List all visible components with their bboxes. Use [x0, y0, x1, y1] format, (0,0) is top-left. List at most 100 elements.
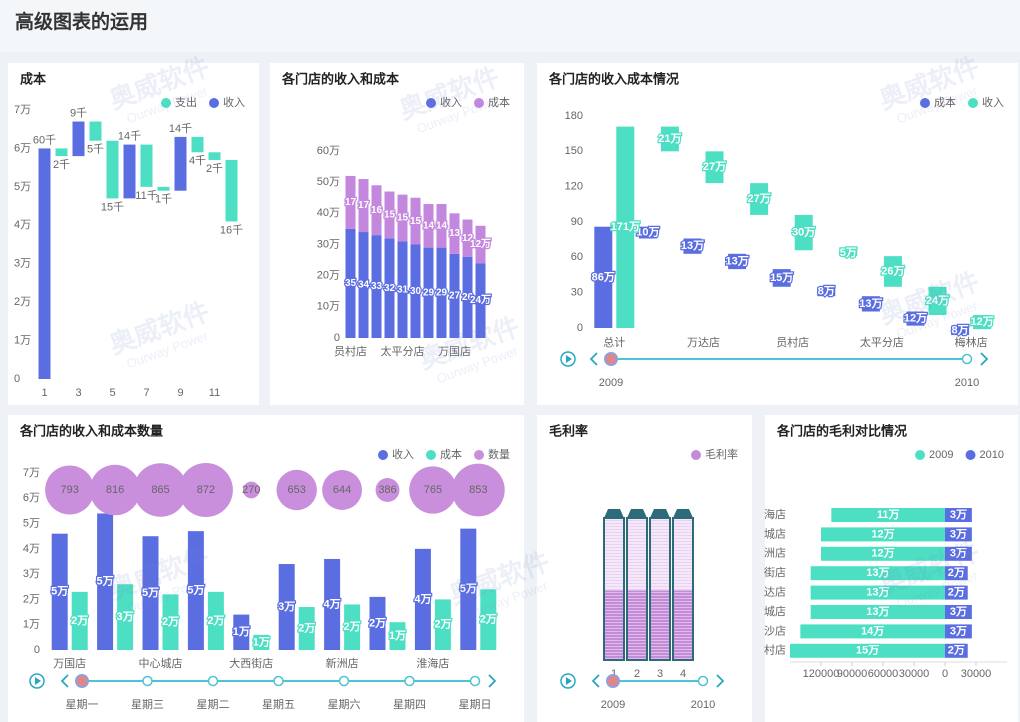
prev-button[interactable]	[60, 674, 69, 688]
timeline-point[interactable]	[697, 675, 709, 687]
legend-swatch[interactable]	[968, 98, 978, 108]
legend-swatch[interactable]	[426, 450, 436, 460]
bar	[162, 594, 179, 650]
bar	[951, 325, 970, 336]
data-label: 15	[384, 210, 396, 221]
timeline-label[interactable]: 星期五	[262, 698, 295, 711]
data-label: 5万	[187, 583, 204, 596]
data-label: 31	[397, 284, 409, 295]
data-label: 24万	[926, 294, 949, 307]
legend-label[interactable]: 成本	[934, 95, 956, 109]
data-label: 2万	[298, 621, 315, 634]
bar	[397, 241, 408, 338]
bubble	[133, 463, 188, 517]
bar	[89, 121, 102, 141]
timeline-current[interactable]	[606, 674, 620, 688]
legend-swatch[interactable]	[920, 98, 930, 108]
y-tick-label: 0	[34, 644, 40, 656]
legend-swatch[interactable]	[161, 98, 171, 108]
timeline-label[interactable]: 星期六	[328, 698, 361, 711]
data-label: 17	[358, 200, 370, 211]
bar	[790, 643, 945, 658]
timeline-point[interactable]	[404, 675, 415, 687]
timeline-point[interactable]	[207, 675, 219, 687]
play-icon[interactable]	[566, 677, 572, 685]
legend-swatch[interactable]	[426, 98, 436, 108]
panel: 各门店的收入和成本成本 收入 0 10万 20万 30万 40万 50万 60万员村店 太平分店万…	[270, 63, 524, 405]
legend-label[interactable]: 收入	[223, 95, 245, 109]
legend-swatch[interactable]	[474, 98, 484, 108]
legend-label[interactable]: 毛利率	[705, 447, 738, 461]
pencil-stripes	[627, 590, 647, 660]
timeline-label[interactable]: 2010	[955, 377, 979, 389]
legend-label[interactable]: 数量	[488, 448, 510, 461]
bar	[423, 247, 434, 338]
legend-label[interactable]: 成本	[440, 447, 462, 461]
timeline-point[interactable]	[338, 675, 350, 687]
legend-label[interactable]: 2009	[929, 449, 953, 461]
data-label: 2万	[434, 618, 451, 631]
legend-swatch[interactable]	[691, 450, 701, 460]
legend-label[interactable]: 2010	[980, 449, 1004, 461]
bar	[369, 596, 386, 650]
next-button[interactable]	[980, 352, 989, 366]
legend-label[interactable]: 收入	[392, 447, 414, 461]
legend-swatch[interactable]	[378, 450, 388, 460]
x-tick-label: 0	[942, 668, 948, 680]
data-label: 2千	[206, 162, 223, 175]
y-tick-label: 120	[565, 181, 583, 193]
panel-title: 毛利率	[549, 423, 588, 438]
timeline-label[interactable]: 星期日	[459, 698, 492, 711]
bar	[38, 148, 51, 379]
y-tick-label: 街店	[764, 565, 786, 579]
data-label: 853	[469, 484, 487, 496]
timeline-label[interactable]: 星期一	[66, 698, 99, 711]
data-label: 1万	[253, 635, 270, 648]
timeline-point[interactable]	[273, 675, 284, 687]
bar	[475, 225, 486, 264]
legend-label[interactable]: 成本	[488, 95, 510, 109]
next-button[interactable]	[488, 674, 497, 688]
legend-swatch[interactable]	[965, 450, 976, 460]
timeline-label[interactable]: 星期四	[393, 698, 426, 711]
legend-label[interactable]: 收入	[440, 95, 462, 109]
bar	[945, 508, 972, 522]
next-button[interactable]	[716, 674, 725, 688]
bar	[423, 203, 434, 248]
bar	[55, 148, 68, 157]
legend-swatch[interactable]	[209, 98, 219, 108]
timeline-current[interactable]	[604, 352, 618, 366]
timeline-label[interactable]: 星期二	[197, 698, 230, 711]
timeline-label[interactable]: 2009	[599, 377, 623, 389]
data-label: 35	[345, 278, 357, 289]
x-tick-label: 淮海店	[416, 656, 449, 670]
y-tick-label: 5万	[23, 517, 40, 529]
play-icon[interactable]	[35, 677, 41, 685]
data-label: 2万	[480, 613, 497, 626]
bar	[794, 214, 813, 251]
prev-button[interactable]	[591, 674, 600, 688]
timeline-point[interactable]	[961, 353, 973, 365]
x-tick-label: 太平分店	[860, 335, 904, 349]
timeline-point[interactable]	[469, 675, 481, 687]
legend-swatch[interactable]	[474, 450, 484, 460]
bar	[233, 614, 250, 650]
legend-label[interactable]: 支出	[175, 95, 197, 109]
timeline-label[interactable]: 2009	[601, 699, 625, 711]
prev-button[interactable]	[589, 352, 598, 366]
y-tick-label: 0	[14, 373, 20, 385]
timeline-point[interactable]	[142, 675, 153, 687]
legend-label[interactable]: 收入	[982, 95, 1004, 109]
data-label: 14	[436, 220, 448, 231]
y-tick-label: 30万	[317, 238, 340, 250]
timeline-current[interactable]	[75, 674, 89, 688]
play-icon[interactable]	[566, 355, 572, 363]
bar	[389, 622, 406, 650]
x-tick-label: 11	[209, 387, 220, 399]
legend-swatch[interactable]	[915, 450, 926, 460]
timeline-label[interactable]: 2010	[691, 699, 715, 711]
timeline-label[interactable]: 星期三	[131, 698, 164, 711]
data-label: 3万	[117, 610, 134, 623]
y-tick-label: 4万	[23, 543, 40, 555]
